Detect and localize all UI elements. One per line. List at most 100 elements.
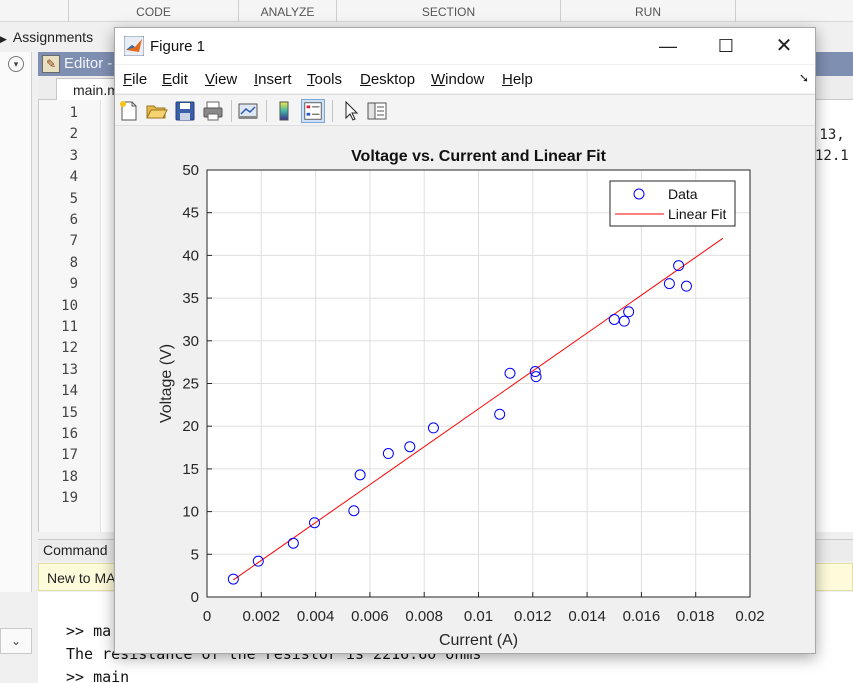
legend-fit-label: Linear Fit [668, 206, 726, 222]
x-tick-label: 0.004 [297, 608, 335, 625]
print-icon[interactable] [201, 99, 225, 123]
y-tick-label: 15 [182, 461, 199, 478]
plot-svg[interactable]: 0 0.002 0.004 0.006 0.008 0.01 0.012 0.014 0.016… [115, 127, 815, 653]
minimize-button[interactable]: — [659, 36, 677, 56]
legend-data-label: Data [668, 186, 698, 202]
ribbon-section-run[interactable]: RUN [560, 0, 736, 22]
y-tick-label: 40 [182, 247, 199, 264]
data-marks [227, 237, 724, 585]
y-tick-label: 20 [182, 418, 199, 435]
expand-arrow-icon: ▶ [0, 34, 7, 44]
current-folder-panel: ▾ [0, 52, 32, 592]
toolbar-separator [231, 100, 232, 122]
y-tick-label: 50 [182, 162, 199, 179]
data-point [680, 280, 692, 292]
line-number: 11 [61, 319, 78, 335]
line-number-gutter: 1 2 3 4 5 6 7 8 9 10 11 12 13 14 15 16 17 18 19 [39, 100, 101, 532]
command-prompt[interactable]: >> main [66, 668, 130, 683]
x-tick-label: 0.002 [243, 608, 281, 625]
linear-fit-line [233, 237, 724, 581]
toolbar-separator [266, 100, 267, 122]
chevron-down-icon[interactable]: ⌄ [0, 628, 32, 654]
pointer-icon[interactable] [339, 99, 363, 123]
matlab-logo-icon [124, 36, 144, 56]
data-point [530, 371, 542, 383]
assignments-label: Assignments [12, 29, 94, 45]
menu-file[interactable]: File [123, 71, 148, 88]
x-axis-label: Current (A) [439, 632, 518, 649]
legend-box [609, 180, 736, 227]
line-number: 6 [69, 212, 78, 228]
line-number: 10 [61, 297, 78, 314]
data-point [504, 367, 516, 379]
line-number: 12 [61, 340, 78, 357]
open-file-icon[interactable] [145, 99, 169, 123]
ribbon-section-analyze[interactable]: ANALYZE [238, 0, 336, 22]
menu-window[interactable]: Window [431, 71, 485, 88]
data-point [663, 278, 675, 290]
figure-canvas: 0 0.002 0.004 0.006 0.008 0.01 0.012 0.014 0.016… [115, 127, 815, 653]
editor-title: Editor - [64, 55, 113, 72]
ribbon-section-section[interactable]: SECTION [336, 0, 560, 22]
data-point [623, 306, 635, 318]
y-tick-label: 10 [182, 504, 199, 521]
line-number: 2 [69, 126, 78, 143]
data-point [227, 573, 239, 585]
assignments-breadcrumb[interactable]: ▶ Assignments [0, 29, 93, 45]
y-tick-label: 0 [191, 589, 199, 606]
data-point [404, 441, 416, 453]
save-icon[interactable] [173, 99, 197, 123]
panel-menu-icon[interactable]: ▾ [8, 56, 24, 72]
data-point [427, 422, 439, 434]
toolbar-separator [332, 100, 333, 122]
code-fragment: .13, [811, 127, 845, 143]
y-tick-label: 5 [191, 546, 199, 563]
editor-icon: ✎ [42, 55, 60, 73]
command-line: >> ma [66, 622, 112, 640]
y-axis-label: Voltage (V) [158, 344, 175, 423]
close-button[interactable]: ✕ [775, 35, 793, 57]
menu-insert[interactable]: Insert [254, 71, 292, 88]
new-figure-icon[interactable] [117, 99, 141, 123]
data-point [252, 555, 264, 567]
property-inspector-icon[interactable] [365, 99, 389, 123]
x-tick-label: 0.012 [514, 608, 552, 625]
colorbar-icon[interactable] [272, 99, 296, 123]
line-number: 14 [61, 383, 78, 400]
data-point [348, 505, 360, 517]
line-number: 19 [61, 490, 78, 507]
line-number: 15 [61, 404, 78, 421]
line-number: 8 [69, 254, 78, 271]
menu-desktop[interactable]: Desktop [360, 71, 416, 88]
line-number: 1 [69, 105, 78, 121]
menu-tools[interactable]: Tools [307, 71, 343, 88]
figure-titlebar: Figure 1 — ☐ ✕ [115, 28, 815, 64]
data-point [494, 408, 506, 420]
figure-menubar: File Edit View Insert Tools Desktop Wind… [115, 65, 815, 93]
x-tick-label: 0 [203, 608, 211, 625]
figure-window: Figure 1 — ☐ ✕ File Edit View Insert Too… [114, 27, 816, 654]
axes-box [206, 169, 751, 598]
data-point [309, 517, 321, 529]
maximize-button[interactable]: ☐ [717, 36, 735, 56]
dock-arrow-icon[interactable]: ➘ [798, 71, 809, 85]
legend-icon[interactable] [301, 99, 325, 123]
legend[interactable]: Data Linear Fit [609, 180, 736, 227]
data-point [673, 260, 685, 272]
link-plot-icon[interactable] [236, 99, 260, 123]
menu-help[interactable]: Help [502, 71, 533, 88]
x-tick-label: 0.018 [677, 608, 715, 625]
figure-title: Figure 1 [150, 38, 206, 55]
menu-edit[interactable]: Edit [162, 71, 188, 88]
ribbon-section-strip: CODE ANALYZE SECTION RUN [0, 0, 853, 22]
x-tick-label: 0.014 [568, 608, 606, 625]
y-tick-label: 25 [182, 376, 199, 393]
y-tick-label: 30 [182, 333, 199, 350]
line-number: 9 [69, 276, 78, 293]
data-point [287, 537, 299, 549]
menu-view[interactable]: View [205, 71, 238, 88]
ribbon-section-code[interactable]: CODE [68, 0, 238, 22]
legend-data-marker [633, 188, 645, 200]
x-tick-label: 0.008 [405, 608, 443, 625]
